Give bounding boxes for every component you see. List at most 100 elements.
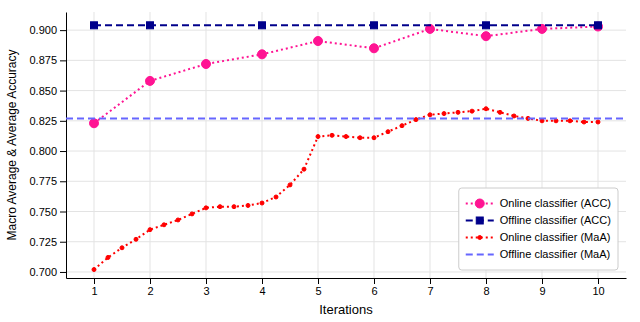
legend-label: Offline classifier (ACC) — [500, 214, 611, 226]
x-axis-title: Iterations — [319, 302, 373, 317]
legend-marker — [476, 217, 483, 224]
x-tick-label: 9 — [539, 285, 545, 297]
legend-marker — [475, 199, 484, 208]
x-tick-label: 8 — [483, 285, 489, 297]
grid-line — [430, 12, 431, 278]
y-tick-mark — [60, 242, 66, 243]
reference-line — [66, 117, 626, 119]
point — [204, 206, 208, 210]
y-tick-label: 0.875 — [29, 54, 57, 66]
point — [146, 76, 155, 85]
point — [512, 114, 516, 118]
legend-label: Online classifier (MaA) — [500, 231, 611, 243]
point — [400, 124, 404, 128]
point — [456, 110, 460, 114]
series — [91, 22, 602, 29]
point — [91, 22, 98, 29]
y-tick-mark — [60, 30, 66, 31]
y-tick-label: 0.850 — [29, 85, 57, 97]
series — [90, 22, 603, 128]
grid-line — [66, 181, 626, 182]
x-tick-mark — [262, 278, 263, 284]
line — [94, 27, 598, 124]
point — [302, 167, 306, 171]
point — [428, 113, 432, 117]
y-tick-label: 0.700 — [29, 266, 57, 278]
point — [258, 50, 267, 59]
x-tick: 9 — [539, 278, 545, 297]
y-tick-label: 0.750 — [29, 206, 57, 218]
point — [259, 22, 266, 29]
x-tick-mark — [150, 278, 151, 284]
y-tick-label: 0.775 — [29, 175, 57, 187]
point — [314, 37, 323, 46]
chart: 123456789100.7000.7250.7500.7750.8000.82… — [0, 0, 640, 322]
plot-area — [66, 22, 626, 272]
point — [582, 120, 586, 124]
x-tick-mark — [374, 278, 375, 284]
grid-line — [66, 60, 626, 61]
point — [386, 130, 390, 134]
point — [358, 136, 362, 140]
y-tick-label: 0.725 — [29, 236, 57, 248]
point — [260, 201, 264, 205]
point — [554, 119, 558, 123]
y-tick: 0.725 — [29, 236, 66, 248]
point — [370, 44, 379, 53]
x-tick-mark — [542, 278, 543, 284]
series — [66, 118, 626, 119]
legend-swatch — [466, 254, 494, 256]
point — [483, 22, 490, 29]
point — [288, 183, 292, 187]
line — [94, 24, 598, 26]
y-tick-mark — [60, 60, 66, 61]
point — [594, 22, 603, 31]
legend-item: Offline classifier (MaA) — [466, 248, 610, 260]
point — [120, 246, 124, 250]
legend-box — [459, 188, 618, 270]
y-tick: 0.825 — [29, 115, 66, 127]
legend-item: Online classifier (MaA) — [466, 231, 611, 243]
y-tick: 0.900 — [29, 24, 66, 36]
y-tick: 0.850 — [29, 85, 66, 97]
y-tick-mark — [60, 151, 66, 152]
point — [202, 59, 211, 68]
point — [274, 195, 278, 199]
x-tick-mark — [318, 278, 319, 284]
y-tick-mark — [60, 181, 66, 182]
point — [330, 133, 334, 137]
x-tick-label: 5 — [315, 285, 321, 297]
legend-label: Offline classifier (MaA) — [500, 248, 610, 260]
point — [470, 109, 474, 113]
grid — [66, 12, 626, 278]
y-tick: 0.700 — [29, 266, 66, 278]
point — [92, 268, 96, 272]
grid-line — [66, 151, 626, 152]
x-tick-mark — [598, 278, 599, 284]
point — [232, 205, 236, 209]
y-axis-title: Macro Average & Average Accuracy — [5, 50, 19, 241]
x-tick-label: 10 — [592, 285, 604, 297]
x-tick: 6 — [371, 278, 377, 297]
y-tick: 0.875 — [29, 54, 66, 66]
x-tick: 2 — [147, 278, 153, 297]
y-tick-mark — [60, 91, 66, 92]
grid-line — [318, 12, 319, 278]
point — [176, 218, 180, 222]
y-tick-label: 0.825 — [29, 115, 57, 127]
x-axis: 12345678910 — [67, 278, 627, 297]
point — [162, 223, 166, 227]
x-tick: 5 — [315, 278, 321, 297]
x-tick-mark — [94, 278, 95, 284]
point — [498, 110, 502, 114]
point — [596, 120, 600, 124]
x-tick-label: 7 — [427, 285, 433, 297]
point — [218, 205, 222, 209]
point — [371, 22, 378, 29]
x-tick: 7 — [427, 278, 433, 297]
x-tick-mark — [486, 278, 487, 284]
point — [372, 136, 376, 140]
point — [147, 22, 154, 29]
y-tick-mark — [60, 121, 66, 122]
point — [316, 135, 320, 139]
